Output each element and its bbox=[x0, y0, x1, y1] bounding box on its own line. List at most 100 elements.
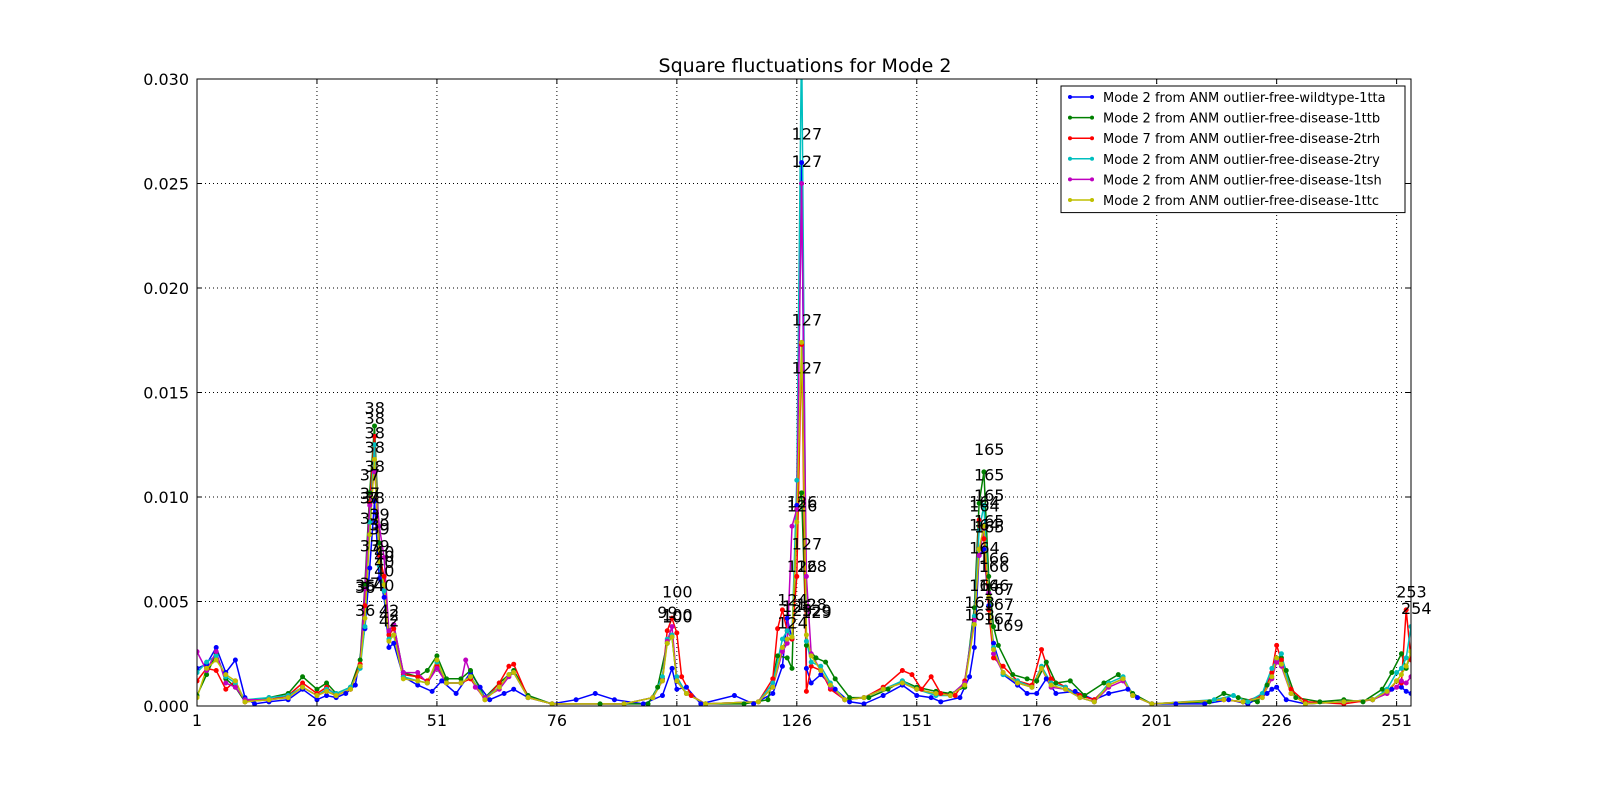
peak-label: 38 bbox=[365, 438, 385, 457]
peak-label: 165 bbox=[974, 465, 1005, 484]
data-point bbox=[861, 701, 867, 706]
data-point bbox=[981, 469, 987, 475]
peak-label: 165 bbox=[974, 518, 1005, 537]
data-point bbox=[468, 667, 474, 673]
peak-annotations: 3636363737373737373838383838383939393940… bbox=[355, 125, 1432, 635]
data-point bbox=[386, 638, 392, 644]
peak-label: 38 bbox=[365, 398, 385, 417]
data-point bbox=[1394, 670, 1400, 676]
legend-swatch-marker bbox=[1068, 198, 1072, 202]
peak-label: 169 bbox=[993, 616, 1024, 635]
data-point bbox=[669, 665, 675, 671]
data-point bbox=[847, 699, 853, 705]
data-point bbox=[991, 647, 997, 653]
data-point bbox=[986, 573, 992, 579]
data-point bbox=[1283, 667, 1289, 673]
peak-label: 164 bbox=[969, 538, 1000, 557]
peak-label: 39 bbox=[369, 536, 389, 555]
data-point bbox=[799, 181, 805, 186]
data-point bbox=[372, 469, 378, 475]
data-point bbox=[947, 693, 953, 699]
peak-label: 40 bbox=[374, 547, 394, 566]
data-point bbox=[1274, 684, 1280, 690]
data-point bbox=[343, 690, 349, 696]
data-point bbox=[525, 695, 531, 701]
data-point bbox=[444, 676, 450, 682]
y-tick-label: 0.030 bbox=[143, 70, 189, 89]
data-point bbox=[784, 655, 790, 661]
data-point bbox=[981, 536, 987, 542]
data-point bbox=[928, 695, 934, 701]
data-point bbox=[1317, 699, 1323, 705]
data-point bbox=[794, 507, 800, 513]
data-point bbox=[1024, 676, 1030, 682]
peak-label: 163 bbox=[964, 593, 995, 612]
data-point bbox=[496, 684, 502, 690]
data-point bbox=[919, 686, 925, 692]
peak-label: 127 bbox=[792, 311, 823, 330]
data-point bbox=[424, 680, 430, 686]
data-point bbox=[362, 615, 368, 621]
peak-label: 38 bbox=[365, 488, 385, 507]
data-point bbox=[1053, 690, 1059, 696]
data-point bbox=[1115, 672, 1121, 678]
peak-label: 127 bbox=[792, 359, 823, 378]
data-point bbox=[986, 594, 992, 600]
data-point bbox=[213, 667, 219, 673]
data-point bbox=[784, 615, 790, 621]
data-point bbox=[468, 674, 474, 680]
data-point bbox=[434, 665, 440, 671]
data-point bbox=[808, 659, 814, 665]
data-point bbox=[391, 632, 397, 638]
data-point bbox=[991, 624, 997, 630]
data-point bbox=[213, 644, 219, 650]
peak-label: 100 bbox=[662, 605, 693, 624]
peak-label: 36 bbox=[355, 576, 375, 595]
data-point bbox=[381, 588, 387, 594]
series-markers bbox=[197, 160, 1411, 706]
data-point bbox=[794, 477, 800, 483]
legend-entry-label: Mode 2 from ANM outlier-free-wildtype-1t… bbox=[1103, 91, 1386, 106]
data-point bbox=[1043, 659, 1049, 665]
data-point bbox=[1043, 676, 1049, 682]
data-point bbox=[1015, 680, 1021, 686]
legend-entry-label: Mode 2 from ANM outlier-free-disease-1ts… bbox=[1103, 173, 1382, 188]
data-point bbox=[679, 674, 685, 680]
peak-label: 38 bbox=[365, 423, 385, 442]
legend-entry-label: Mode 7 from ANM outlier-free-disease-2tr… bbox=[1103, 132, 1380, 147]
data-point bbox=[1106, 690, 1112, 696]
peak-label: 166 bbox=[979, 576, 1010, 595]
data-point bbox=[611, 697, 617, 703]
data-point bbox=[818, 672, 824, 678]
data-point bbox=[1130, 693, 1136, 699]
data-point bbox=[1125, 686, 1131, 692]
data-point bbox=[799, 490, 805, 496]
data-point bbox=[1063, 686, 1069, 692]
data-point bbox=[674, 674, 680, 680]
data-point bbox=[669, 634, 675, 640]
data-point bbox=[1269, 674, 1275, 680]
data-point bbox=[1394, 684, 1400, 690]
legend: Mode 2 from ANM outlier-free-wildtype-1t… bbox=[1060, 85, 1406, 214]
data-point bbox=[204, 665, 210, 671]
legend-entry-label: Mode 2 from ANM outlier-free-disease-1tt… bbox=[1103, 112, 1380, 127]
legend-swatch-marker bbox=[1068, 115, 1072, 120]
data-point bbox=[1403, 655, 1409, 661]
data-point bbox=[813, 655, 819, 661]
data-point bbox=[861, 695, 867, 701]
data-point bbox=[400, 670, 406, 676]
peak-label: 126 bbox=[787, 557, 818, 576]
data-point bbox=[981, 546, 987, 552]
data-point bbox=[669, 624, 675, 630]
data-point bbox=[300, 680, 306, 686]
data-point bbox=[1106, 682, 1112, 688]
data-point bbox=[1398, 665, 1404, 671]
data-point bbox=[372, 423, 378, 429]
data-point bbox=[1341, 699, 1347, 705]
data-point bbox=[775, 626, 781, 632]
data-point bbox=[1403, 663, 1409, 669]
data-point bbox=[976, 553, 982, 559]
data-point bbox=[376, 576, 382, 582]
peak-label: 100 bbox=[662, 582, 693, 601]
data-point bbox=[314, 686, 320, 692]
